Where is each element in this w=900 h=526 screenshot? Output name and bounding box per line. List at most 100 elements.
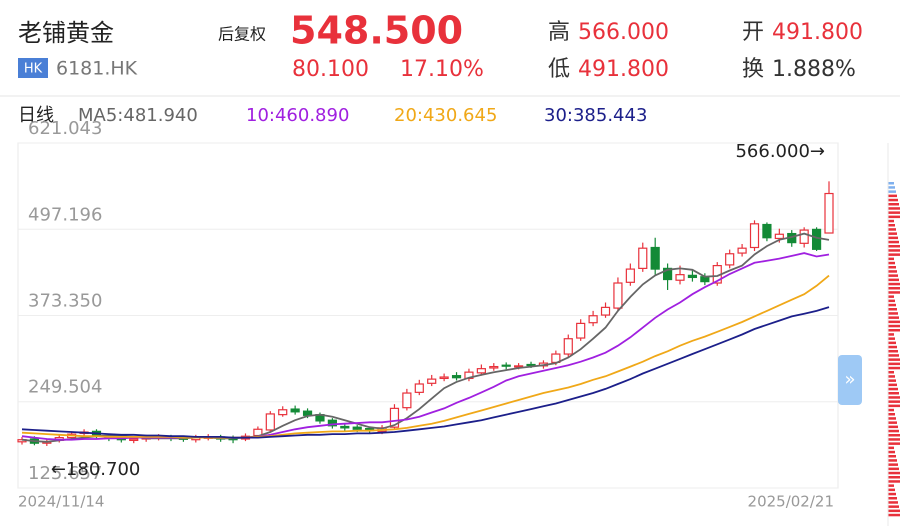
ma-line bbox=[21, 306, 830, 439]
depth-bar bbox=[888, 455, 896, 458]
adjust[interactable]: 后复权 bbox=[218, 25, 266, 44]
stock-code: 6181.HK bbox=[56, 58, 138, 80]
depth-bar bbox=[888, 459, 897, 462]
side-tab[interactable] bbox=[838, 355, 862, 405]
candle-body bbox=[749, 223, 760, 249]
depth-bar bbox=[888, 362, 900, 366]
depth-bar bbox=[888, 236, 898, 240]
depth-bar bbox=[888, 316, 899, 319]
depth-bar bbox=[888, 350, 898, 353]
depth-bar bbox=[888, 337, 895, 340]
depth-bar bbox=[888, 438, 900, 441]
depth-bar bbox=[888, 295, 894, 298]
side-tab-icon[interactable]: » bbox=[844, 369, 855, 390]
depth-bar bbox=[888, 404, 900, 408]
candle-body bbox=[687, 274, 698, 279]
depth-bar bbox=[888, 245, 900, 248]
badge-bg bbox=[18, 58, 48, 78]
y-tick-label: 125.657 bbox=[28, 463, 102, 484]
depth-bar bbox=[888, 224, 895, 227]
depth-bar bbox=[888, 312, 898, 315]
depth-bar bbox=[888, 190, 896, 193]
badge: HK bbox=[24, 62, 43, 77]
ma-legend: MA5:481.940 bbox=[78, 105, 198, 126]
depth-bar bbox=[888, 329, 900, 332]
open-label: 开 bbox=[742, 20, 764, 45]
candle-body bbox=[811, 228, 822, 250]
change-pct: 17.10% bbox=[400, 57, 484, 82]
depth-bar bbox=[888, 215, 900, 219]
candle-body bbox=[600, 306, 611, 316]
candle-body bbox=[725, 253, 735, 266]
stock-name: 老铺黄金 bbox=[18, 19, 114, 47]
candle-body bbox=[290, 408, 300, 413]
depth-bar bbox=[888, 354, 899, 357]
candle-body bbox=[489, 365, 499, 369]
depth-bar bbox=[888, 219, 894, 223]
depth-panel bbox=[887, 143, 900, 526]
depth-bar bbox=[888, 480, 900, 483]
depth-bar bbox=[888, 509, 900, 513]
candle-body bbox=[824, 192, 834, 234]
depth-bar bbox=[888, 463, 898, 466]
depth-bar bbox=[888, 194, 897, 198]
high-label: 高 bbox=[548, 20, 570, 45]
candle-body bbox=[389, 407, 400, 428]
depth-bar bbox=[888, 492, 896, 496]
depth-bar bbox=[888, 375, 895, 378]
depth-bar bbox=[888, 425, 898, 429]
turnover: 1.888% bbox=[772, 57, 856, 82]
depth-bar bbox=[888, 203, 899, 206]
candle-body bbox=[662, 267, 673, 281]
candle-body bbox=[451, 375, 462, 379]
candle-body bbox=[476, 368, 486, 374]
depth-bar bbox=[888, 253, 900, 256]
depth-bar bbox=[888, 366, 900, 370]
depth-bar bbox=[888, 198, 898, 202]
candle-body bbox=[514, 365, 524, 368]
period[interactable]: 日线 bbox=[18, 105, 54, 126]
candle-body bbox=[799, 229, 809, 244]
depth-bar bbox=[888, 341, 896, 345]
y-tick-label: 497.196 bbox=[28, 204, 102, 225]
depth-bar bbox=[888, 471, 900, 475]
y-tick-label: 249.504 bbox=[28, 377, 102, 398]
depth-bar bbox=[888, 413, 895, 416]
x-label: 2025/02/21 bbox=[748, 493, 834, 511]
depth-bar bbox=[888, 320, 900, 324]
depth-bar bbox=[888, 379, 896, 382]
depth-bar bbox=[888, 392, 899, 395]
candle-body bbox=[675, 274, 685, 281]
candle-body bbox=[563, 338, 573, 355]
price: 548.500 bbox=[290, 9, 463, 53]
turnover-label: 换 bbox=[742, 57, 764, 82]
candle-body bbox=[501, 364, 511, 367]
depth-bar bbox=[888, 488, 895, 492]
depth-bar bbox=[888, 257, 894, 261]
depth-bar bbox=[888, 383, 897, 387]
depth-bar bbox=[888, 400, 900, 403]
depth-bar bbox=[888, 211, 900, 214]
candle-body bbox=[352, 426, 362, 430]
candle-body bbox=[638, 247, 648, 269]
candle-body bbox=[340, 425, 350, 429]
candle-body bbox=[526, 363, 536, 367]
depth-bar bbox=[888, 434, 900, 437]
candle-body bbox=[439, 376, 449, 380]
depth-bar bbox=[888, 303, 896, 307]
depth-bar bbox=[888, 417, 896, 420]
max-label: 566.000→ bbox=[735, 141, 825, 162]
change: 80.100 bbox=[292, 57, 369, 82]
candle-body bbox=[402, 392, 412, 409]
depth-bar bbox=[888, 497, 897, 500]
depth-bar bbox=[888, 308, 897, 311]
depth-bar bbox=[888, 446, 894, 450]
depth-bar bbox=[888, 270, 897, 273]
depth-bar bbox=[888, 299, 895, 303]
depth-bar bbox=[888, 467, 899, 471]
candle-body bbox=[414, 383, 424, 393]
candle-body bbox=[774, 233, 784, 240]
candle-body bbox=[625, 268, 635, 283]
candle-body bbox=[265, 413, 275, 431]
